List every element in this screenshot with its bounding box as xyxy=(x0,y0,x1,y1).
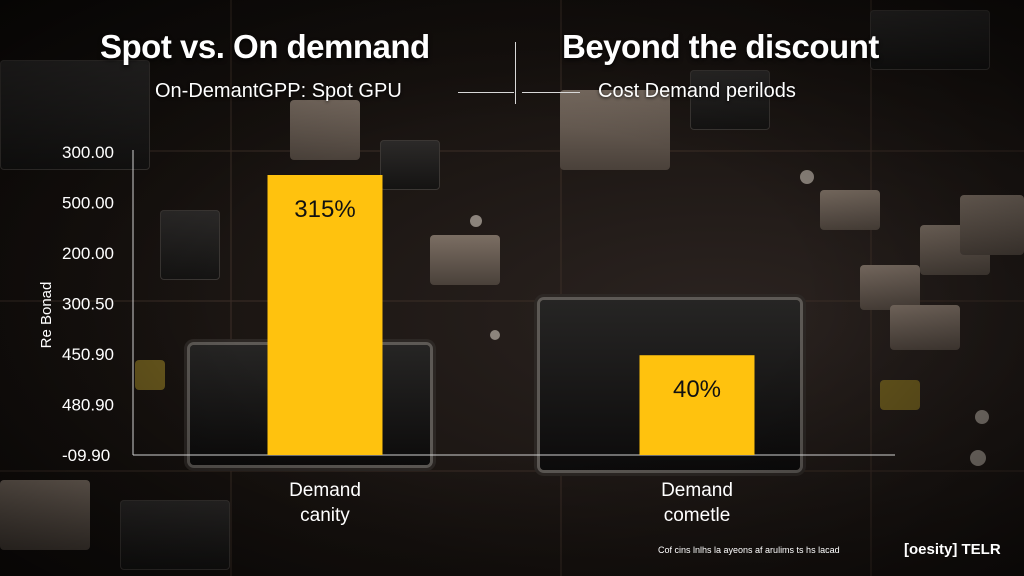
subtitle-right: Cost Demand perilods xyxy=(598,80,796,102)
header-divider-left xyxy=(458,92,514,93)
y-tick-label: 300.00 xyxy=(62,143,114,162)
header-divider-vertical xyxy=(515,42,516,104)
y-tick-label: 300.50 xyxy=(62,295,114,314)
header-divider-right xyxy=(522,92,580,93)
y-tick-label: -09.90 xyxy=(62,446,110,465)
bar xyxy=(639,355,755,455)
y-tick-label: 480.90 xyxy=(62,396,114,415)
y-axis-label: Re Bonad xyxy=(38,282,55,349)
category-label: cometle xyxy=(664,505,731,526)
category-label: Demand xyxy=(661,480,733,501)
title-right: Beyond the discount xyxy=(562,28,879,65)
subtitle-left: On-DemantGPP: Spot GPU xyxy=(155,80,402,102)
category-label: canity xyxy=(300,505,350,526)
bar xyxy=(267,175,383,455)
category-label: Demand xyxy=(289,480,361,501)
y-tick-label: 500.00 xyxy=(62,194,114,213)
title-left: Spot vs. On demnand xyxy=(100,28,430,65)
y-tick-label: 200.00 xyxy=(62,244,114,263)
bar-value-label: 315% xyxy=(294,196,355,223)
brand-logo: [oesity] TELR xyxy=(904,541,1001,558)
footer-caption: Cof cins lnlhs la ayeons af arulims ts h… xyxy=(658,545,840,555)
bar-value-label: 40% xyxy=(673,376,721,403)
y-tick-label: 450.90 xyxy=(62,345,114,364)
